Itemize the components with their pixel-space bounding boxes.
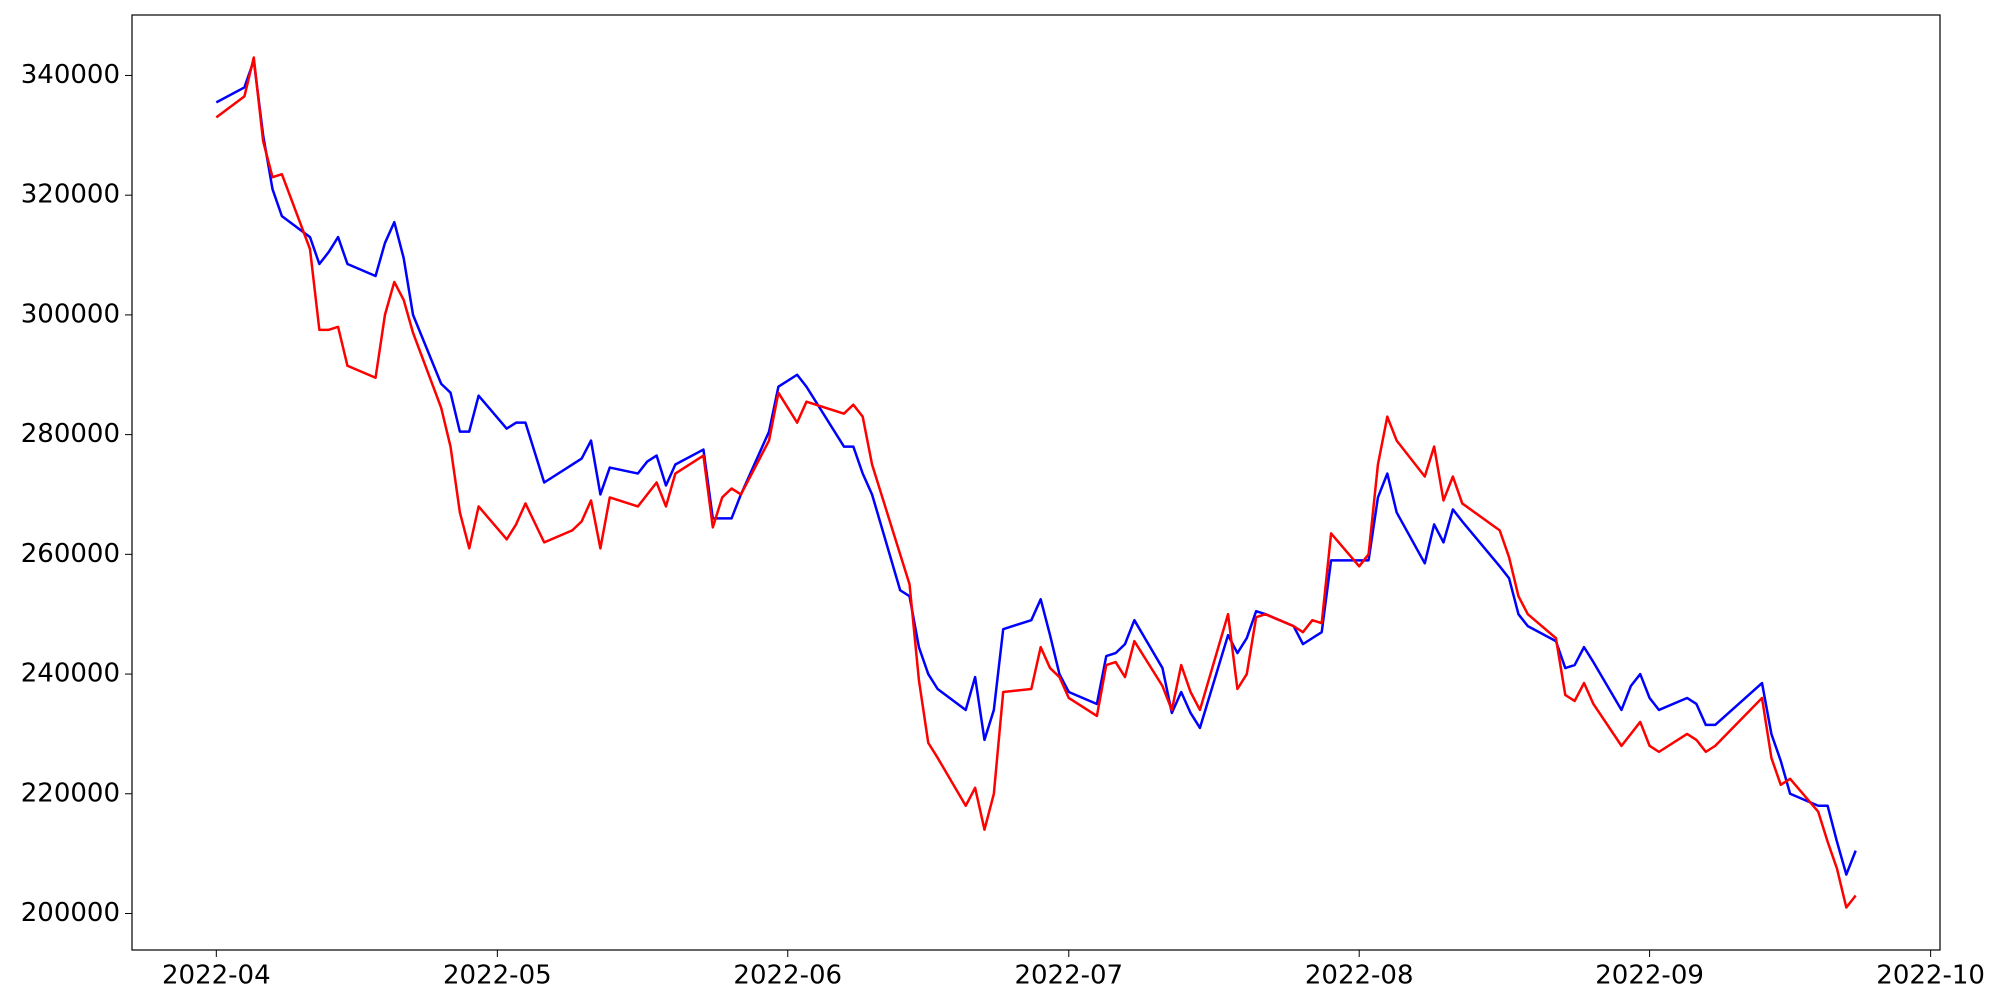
x-tick-label: 2022-07	[1014, 961, 1123, 991]
x-tick-label: 2022-10	[1876, 961, 1985, 991]
y-tick-label: 300000	[21, 299, 120, 329]
line-series	[215, 56, 1857, 909]
x-tick-label: 2022-08	[1305, 961, 1414, 991]
x-tick-label: 2022-04	[162, 961, 271, 991]
x-tick-label: 2022-09	[1595, 961, 1704, 991]
y-tick-label: 220000	[21, 778, 120, 808]
y-tick-label: 280000	[21, 419, 120, 449]
y-tick-label: 200000	[21, 898, 120, 928]
plot-frame	[131, 14, 1941, 951]
x-tick-label: 2022-05	[443, 961, 552, 991]
y-tick-label: 340000	[21, 60, 120, 90]
y-tick-label: 320000	[21, 180, 120, 210]
y-tick-label: 240000	[21, 659, 120, 689]
y-tick-label: 260000	[21, 539, 120, 569]
x-tick-label: 2022-06	[733, 961, 842, 991]
line-series	[215, 59, 1857, 876]
